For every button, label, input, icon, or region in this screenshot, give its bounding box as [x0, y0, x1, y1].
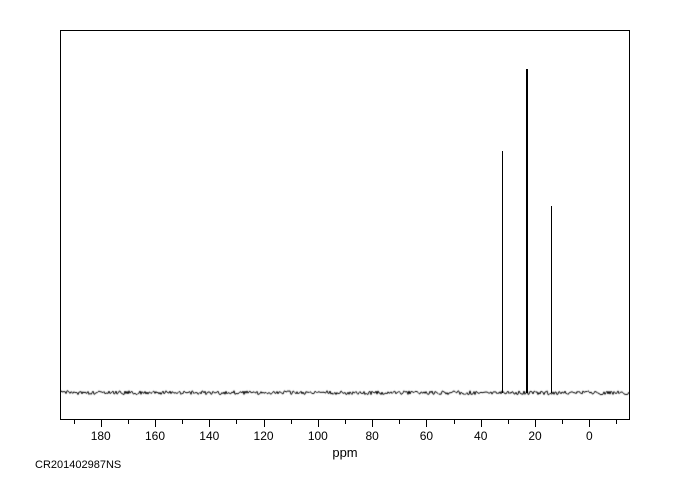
x-tick	[399, 420, 400, 424]
baseline-noise	[60, 30, 630, 420]
x-tick-label: 180	[91, 429, 111, 443]
x-tick	[318, 420, 319, 427]
x-tick	[535, 420, 536, 427]
x-tick	[291, 420, 292, 424]
x-tick	[155, 420, 156, 427]
peak	[551, 206, 553, 393]
x-tick-label: 100	[308, 429, 328, 443]
x-tick	[454, 420, 455, 424]
x-tick	[209, 420, 210, 427]
x-tick	[616, 420, 617, 424]
x-tick	[182, 420, 183, 424]
x-tick	[589, 420, 590, 427]
x-tick	[74, 420, 75, 424]
peak	[526, 69, 528, 393]
x-tick-label: 60	[420, 429, 433, 443]
x-tick	[264, 420, 265, 427]
x-tick	[236, 420, 237, 424]
x-tick-label: 20	[528, 429, 541, 443]
x-tick-label: 0	[586, 429, 593, 443]
x-tick	[128, 420, 129, 424]
x-tick	[562, 420, 563, 424]
x-tick	[481, 420, 482, 427]
x-tick	[426, 420, 427, 427]
x-tick	[345, 420, 346, 424]
x-tick-label: 40	[474, 429, 487, 443]
x-tick-label: 140	[199, 429, 219, 443]
footer-text: CR201402987NS	[35, 459, 121, 471]
x-tick	[372, 420, 373, 427]
x-tick-label: 80	[365, 429, 378, 443]
nmr-spectrum-container: { "plot": { "type": "nmr-spectrum", "fra…	[0, 0, 682, 500]
x-tick-label: 120	[254, 429, 274, 443]
x-axis-label: ppm	[332, 445, 357, 460]
x-tick	[101, 420, 102, 427]
x-tick	[508, 420, 509, 424]
peak	[502, 151, 504, 393]
x-tick-label: 160	[145, 429, 165, 443]
